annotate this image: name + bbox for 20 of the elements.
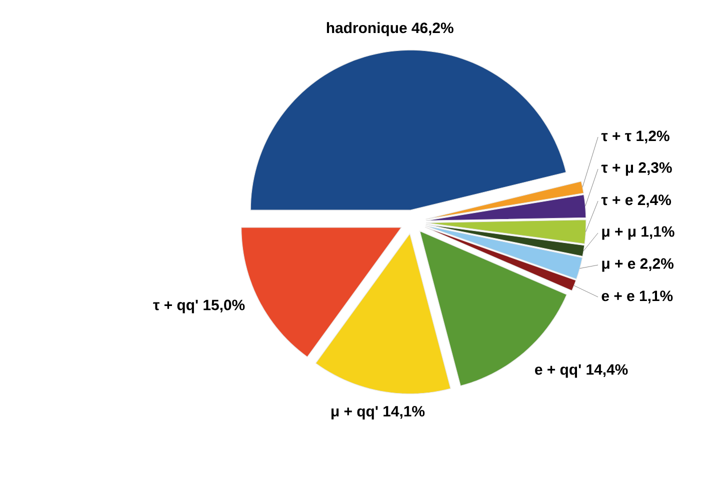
slice-label: μ + e xyxy=(602,260,636,272)
data-label: 15,0% xyxy=(204,300,245,312)
data-label: 14,4% xyxy=(586,364,628,377)
slice-label: hadronique xyxy=(326,22,407,36)
data-label: 14,1% xyxy=(384,406,425,419)
data-label: 2,2% xyxy=(640,258,674,272)
data-label: 1,1% xyxy=(642,226,674,239)
data-label: 1,1% xyxy=(640,290,673,304)
slice-label: τ + τ xyxy=(601,132,632,142)
data-label: 46,2% xyxy=(412,22,454,36)
data-label: 1,2% xyxy=(636,130,670,144)
slice-label: e + e xyxy=(602,292,634,302)
slice-label: μ + μ xyxy=(602,228,636,240)
slice-label: τ + qq' xyxy=(153,300,198,314)
slice-label: τ + μ xyxy=(601,164,634,176)
slice-label: τ + e xyxy=(601,196,633,206)
slice-label: μ + qq' xyxy=(332,406,378,420)
slice-label: e + qq' xyxy=(535,364,581,378)
data-label: 2,3% xyxy=(638,162,672,176)
data-label: 2,4% xyxy=(638,194,672,208)
